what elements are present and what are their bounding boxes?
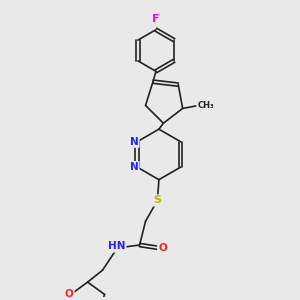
- Text: N: N: [130, 137, 139, 147]
- Text: O: O: [158, 243, 167, 253]
- Text: S: S: [153, 196, 161, 206]
- Text: CH₃: CH₃: [197, 101, 214, 110]
- Text: N: N: [130, 162, 139, 172]
- Text: F: F: [152, 14, 160, 24]
- Text: HN: HN: [108, 242, 125, 251]
- Text: O: O: [65, 290, 74, 299]
